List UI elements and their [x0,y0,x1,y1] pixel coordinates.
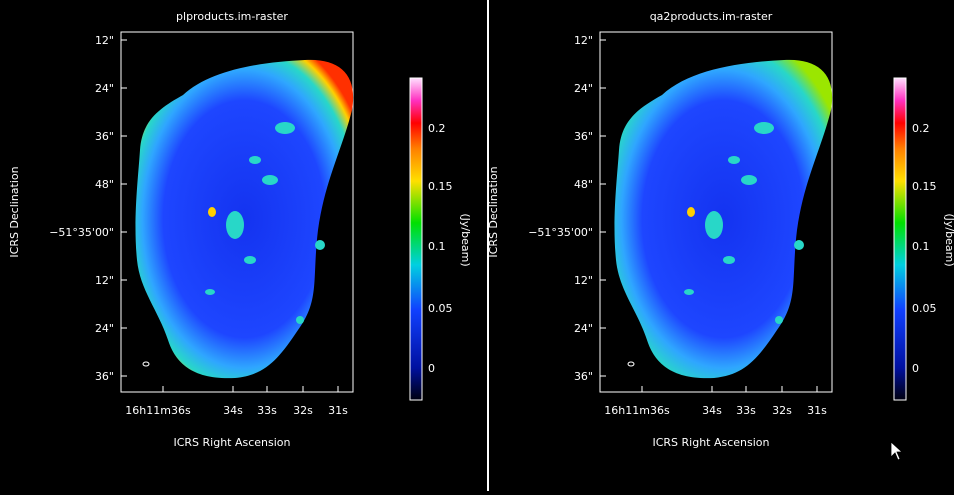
colorbar-label: (Jy/beam) [943,213,954,266]
x-tick-label: 16h11m36s [604,404,670,417]
colorbar-tick-label: 0.05 [428,302,453,315]
mouse-pointer-icon [890,441,904,461]
y-tick-label: 48" [95,178,114,191]
y-tick-label: 36" [574,370,593,383]
y-tick-marks [600,39,606,377]
x-tick-label: 32s [293,404,313,417]
colorbar-tick-label: 0.05 [912,302,937,315]
colorbar-label: (Jy/beam) [459,213,472,266]
y-ticks: 12" 24" 36" 48" −51°35'00" 12" 24" 36" [528,34,593,383]
right-figure: qa2products.im-raster 12" 24" 36" 48" −5… [487,10,954,449]
y-tick-label: 36" [574,130,593,143]
x-tick-label: 34s [223,404,243,417]
map-emission [614,59,833,379]
colorbar-tick-label: 0 [428,362,435,375]
colorbar-tick-label: 0.1 [428,240,446,253]
y-axis-label: ICRS Declination [8,166,21,257]
left-figure: plproducts.im-raster 12" 24" 36" 48" −51… [8,10,472,449]
colorbar [893,77,907,401]
y-tick-label: 12" [574,274,593,287]
y-tick-label: 12" [95,34,114,47]
colorbar-tick-label: 0.15 [912,180,937,193]
axes-frame [599,31,833,393]
colorbar-tick-label: 0.2 [912,122,930,135]
panel-title: plproducts.im-raster [176,10,288,23]
colorbar [409,77,423,401]
colorbar-tick-label: 0.2 [428,122,446,135]
y-tick-label: 36" [95,130,114,143]
y-ticks: 12" 24" 36" 48" −51°35'00" 12" 24" 36" [49,34,114,383]
y-tick-label: 36" [95,370,114,383]
x-tick-label: 32s [772,404,792,417]
beam-ellipse-icon [142,361,150,367]
y-tick-label: −51°35'00" [528,226,593,239]
y-axis-label: ICRS Declination [489,166,500,257]
y-tick-label: 24" [95,322,114,335]
axes-frame [120,31,354,393]
x-ticks: 16h11m36s 34s 33s 32s 31s [604,404,827,417]
x-tick-marks [162,386,339,392]
y-tick-label: −51°35'00" [49,226,114,239]
y-tick-label: 12" [95,274,114,287]
x-tick-label: 31s [328,404,348,417]
map-emission [135,59,354,379]
y-tick-label: 24" [574,82,593,95]
beam-ellipse-icon [627,361,635,367]
x-tick-marks [641,386,818,392]
emission-features [684,122,804,324]
y-tick-label: 24" [574,322,593,335]
colorbar-ticks: 0.2 0.15 0.1 0.05 0 [428,122,453,375]
x-tick-label: 33s [257,404,277,417]
x-tick-label: 33s [736,404,756,417]
x-axis-label: ICRS Right Ascension [652,436,769,449]
x-axis-label: ICRS Right Ascension [173,436,290,449]
emission-features [205,122,325,324]
colorbar-ticks: 0.2 0.15 0.1 0.05 0 [912,122,937,375]
y-tick-label: 12" [574,34,593,47]
colorbar-tick-label: 0.15 [428,180,453,193]
panel-title: qa2products.im-raster [650,10,773,23]
colorbar-tick-label: 0 [912,362,919,375]
x-tick-label: 34s [702,404,722,417]
y-tick-label: 24" [95,82,114,95]
right-panel: qa2products.im-raster 12" 24" 36" 48" −5… [487,0,954,491]
y-tick-marks [121,39,127,377]
y-tick-label: 48" [574,178,593,191]
panel-divider [487,0,489,491]
x-tick-label: 31s [807,404,827,417]
x-tick-label: 16h11m36s [125,404,191,417]
left-panel: plproducts.im-raster 12" 24" 36" 48" −51… [8,10,472,449]
x-ticks: 16h11m36s 34s 33s 32s 31s [125,404,348,417]
colorbar-tick-label: 0.1 [912,240,930,253]
